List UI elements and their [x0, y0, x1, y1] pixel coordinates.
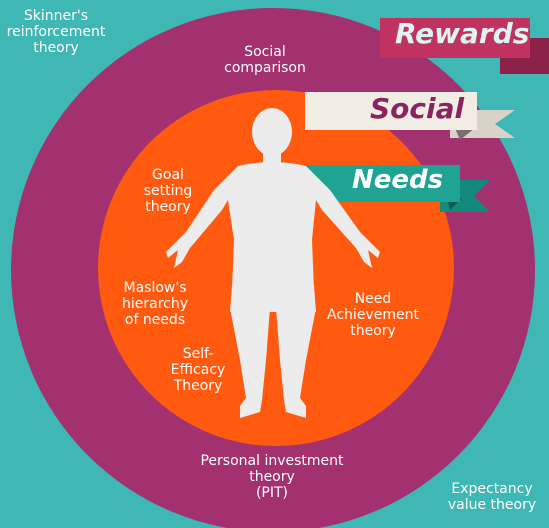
social-comparison-label: Social comparison: [224, 44, 306, 76]
need-achievement-label: Need Achievement theory: [327, 291, 419, 339]
personal-investment-label: Personal investment theory (PIT): [200, 453, 344, 501]
skinner-label: Skinner's reinforcement theory: [6, 8, 106, 56]
social-ribbon: [305, 92, 515, 140]
needs-ribbon: [300, 165, 490, 212]
expectancy-value-label: Expectancy value theory: [447, 481, 537, 513]
social-label: Social: [370, 92, 465, 125]
self-efficacy-label: Self- Efficacy Theory: [170, 346, 226, 394]
rewards-ribbon: [380, 18, 549, 74]
goal-setting-label: Goal setting theory: [143, 167, 193, 215]
human-figure: [166, 108, 380, 418]
maslow-label: Maslow's hierarchy of needs: [121, 280, 188, 328]
rewards-label: Rewards: [395, 17, 530, 50]
needs-label: Needs: [352, 165, 444, 195]
